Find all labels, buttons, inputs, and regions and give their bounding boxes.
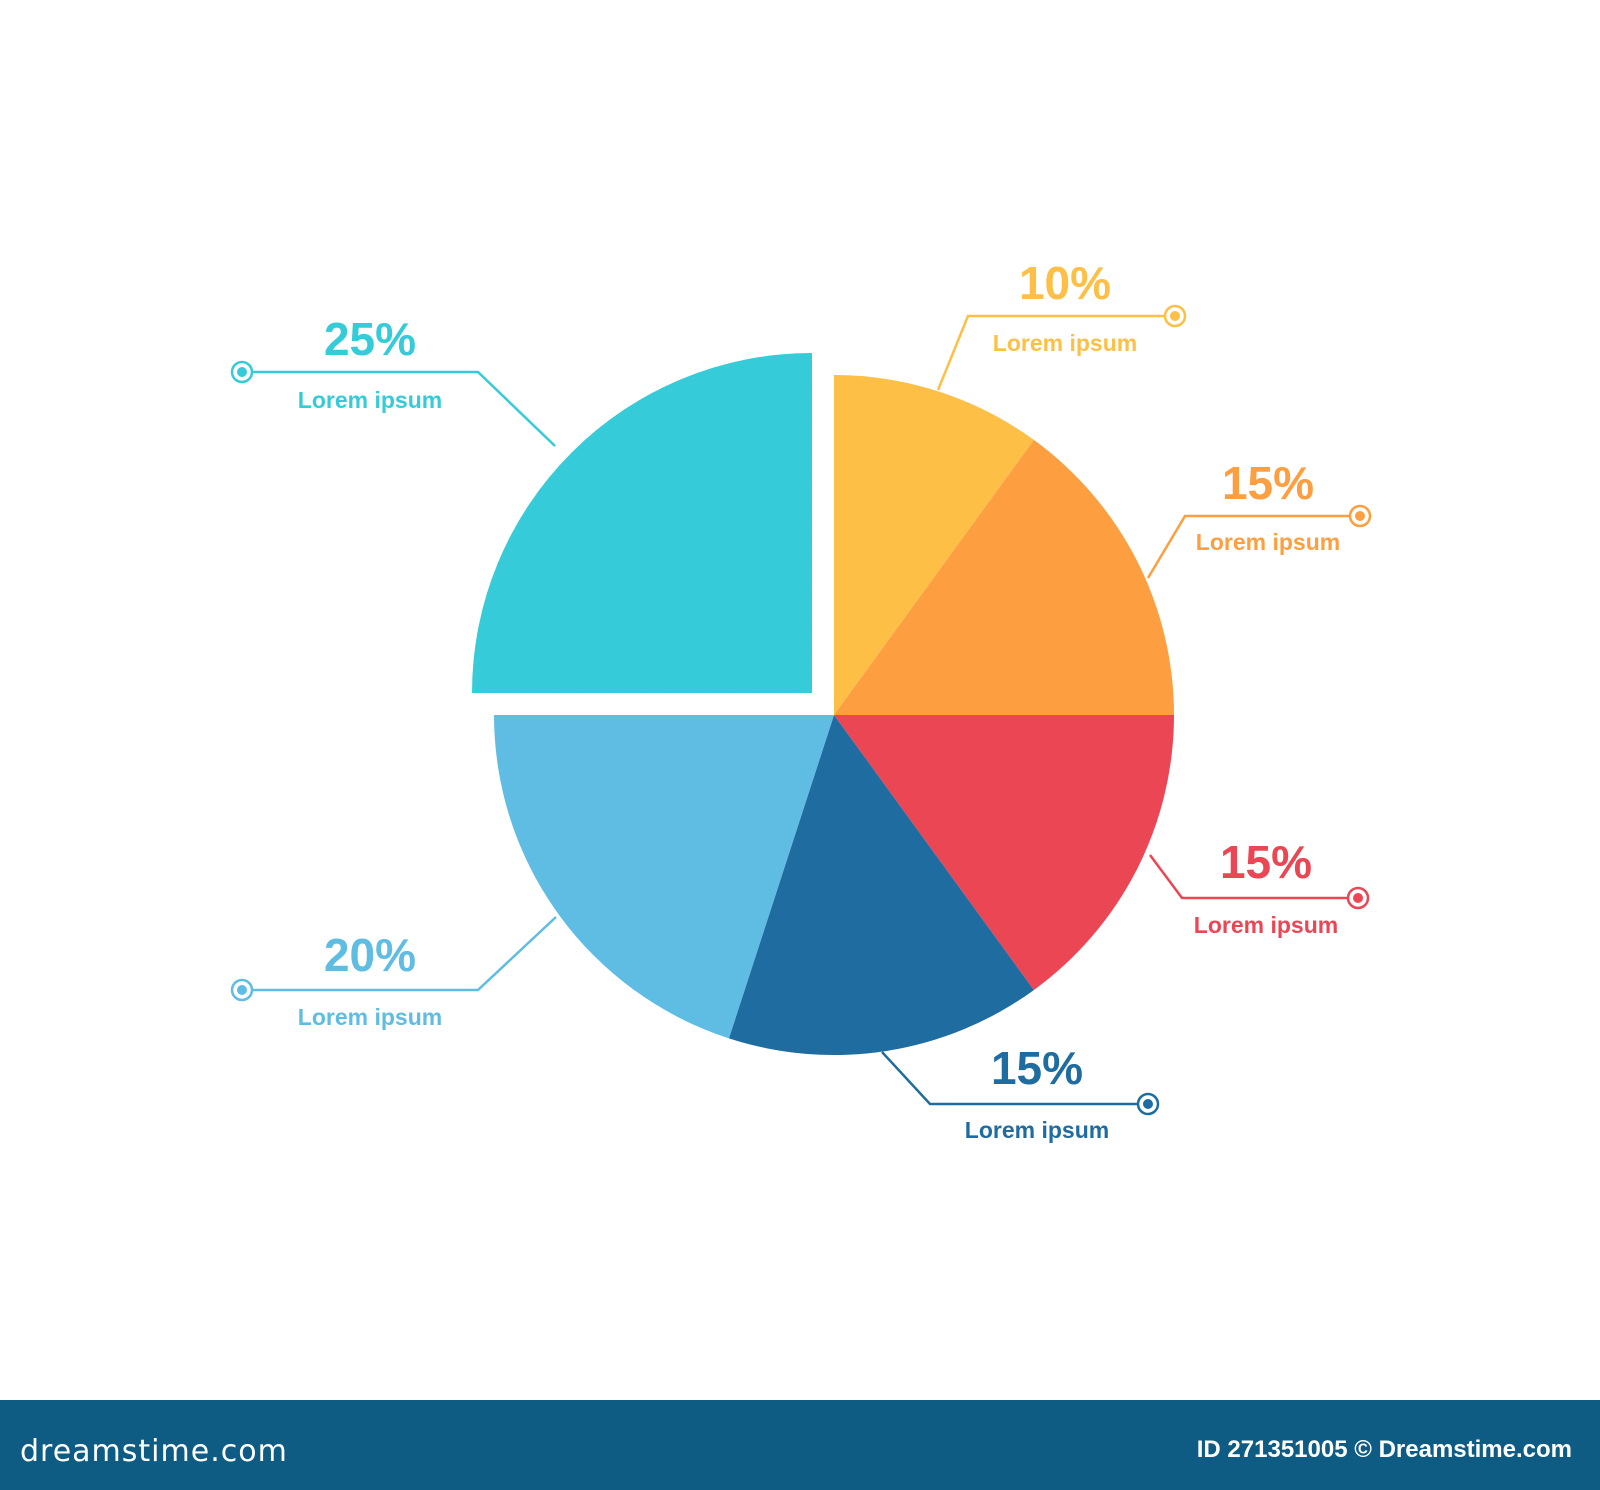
slice-category-label: Lorem ipsum: [298, 387, 442, 413]
slice-value-label: 25%: [324, 313, 416, 365]
callout-leader-line: [1146, 514, 1360, 579]
pie-slice-3: [834, 715, 1174, 991]
slice-value-label: 15%: [991, 1042, 1083, 1094]
callout-leader-line: [242, 370, 556, 447]
callout-5: 20% Lorem ipsum: [230, 916, 557, 1030]
callout-dot: [1353, 893, 1363, 903]
pie-slice-5: [494, 715, 834, 1039]
slice-category-label: Lorem ipsum: [1194, 912, 1338, 938]
slice-category-label: Lorem ipsum: [965, 1117, 1109, 1143]
callouts: 10% Lorem ipsum 15% Lorem ipsum 15% Lorem ips…: [230, 257, 1372, 1143]
callout-2: 15% Lorem ipsum: [1146, 457, 1372, 579]
callout-dot: [1143, 1099, 1153, 1109]
slice-value-label: 15%: [1220, 836, 1312, 888]
callout-leader-line: [242, 916, 557, 992]
slice-category-label: Lorem ipsum: [298, 1004, 442, 1030]
callout-leader-line: [1148, 854, 1358, 900]
footer-credit: ID 271351005 © Dreamstime.com: [1196, 1436, 1572, 1463]
callout-leader-line: [881, 1051, 1148, 1106]
callout-3: 15% Lorem ipsum: [1148, 836, 1370, 938]
footer-bar: dreamstime.com ID 271351005 © Dreamstime…: [0, 1400, 1600, 1490]
callout-dot: [1170, 311, 1180, 321]
slice-category-label: Lorem ipsum: [1196, 529, 1340, 555]
pie-slices: [494, 375, 1174, 1055]
slice-value-label: 20%: [324, 929, 416, 981]
slice-category-label: Lorem ipsum: [993, 330, 1137, 356]
slice-value-label: 10%: [1019, 257, 1111, 309]
pie-slice-2: [834, 439, 1174, 715]
callout-1: 10% Lorem ipsum: [936, 257, 1187, 391]
footer-brand: dreamstime.com: [20, 1434, 288, 1469]
callout-dot: [237, 985, 247, 995]
callout-4: 15% Lorem ipsum: [881, 1042, 1160, 1143]
callout-dot: [1355, 511, 1365, 521]
callout-dot: [237, 367, 247, 377]
callout-6: 25% Lorem ipsum: [230, 313, 556, 447]
pie-slice-4: [728, 715, 1034, 1055]
slice-value-label: 15%: [1222, 457, 1314, 509]
callout-leader-line: [936, 314, 1175, 391]
pie-slice-1: [834, 375, 1034, 715]
